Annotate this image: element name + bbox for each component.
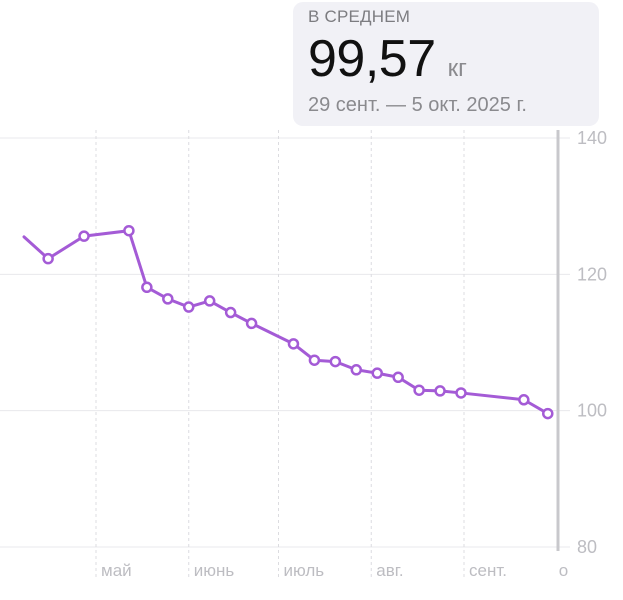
data-point[interactable]: [123, 224, 135, 237]
data-point[interactable]: [329, 355, 342, 368]
data-point[interactable]: [518, 394, 530, 406]
series-layer[interactable]: [22, 224, 554, 420]
y-tick-label: 80: [577, 537, 597, 557]
x-tick-label: июль: [284, 561, 325, 580]
data-point[interactable]: [245, 317, 258, 330]
x-tick-label: май: [101, 561, 132, 580]
series-line: [22, 229, 550, 416]
x-tick-label: сент.: [469, 561, 507, 580]
summary-value: 99,57: [308, 30, 436, 88]
data-point[interactable]: [162, 293, 174, 305]
data-point[interactable]: [350, 364, 363, 376]
data-point[interactable]: [141, 281, 153, 294]
x-tick-label: авг.: [376, 561, 403, 580]
data-point[interactable]: [392, 371, 404, 384]
x-tick-label: о: [559, 561, 568, 580]
data-point[interactable]: [371, 367, 383, 379]
data-point[interactable]: [413, 384, 425, 396]
data-point[interactable]: [287, 338, 300, 350]
data-point[interactable]: [78, 230, 90, 242]
data-point[interactable]: [42, 252, 54, 265]
x-tick-label: июнь: [194, 561, 235, 580]
x-tick-labels: май июнь июль авг. сент. о: [101, 561, 568, 580]
data-point[interactable]: [434, 385, 446, 397]
y-tick-label: 140: [577, 128, 607, 148]
data-point[interactable]: [455, 387, 467, 399]
data-point[interactable]: [203, 295, 216, 307]
y-tick-label: 120: [577, 264, 607, 284]
y-tick-label: 100: [577, 401, 607, 421]
data-point[interactable]: [182, 301, 195, 313]
data-point[interactable]: [308, 354, 321, 366]
summary-period: 29 сент. — 5 окт. 2025 г.: [308, 94, 527, 116]
summary-unit: кг: [447, 55, 467, 82]
summary-card: В СРЕДНЕМ 99,57 кг 29 сент. — 5 окт. 202…: [293, 2, 599, 126]
data-point[interactable]: [224, 306, 237, 319]
y-tick-labels: 80 100 120 140: [577, 128, 607, 557]
summary-value-row: 99,57 кг: [308, 29, 599, 89]
grid-layer: [0, 130, 570, 580]
data-point[interactable]: [542, 407, 554, 420]
summary-label: В СРЕДНЕМ: [308, 7, 411, 26]
